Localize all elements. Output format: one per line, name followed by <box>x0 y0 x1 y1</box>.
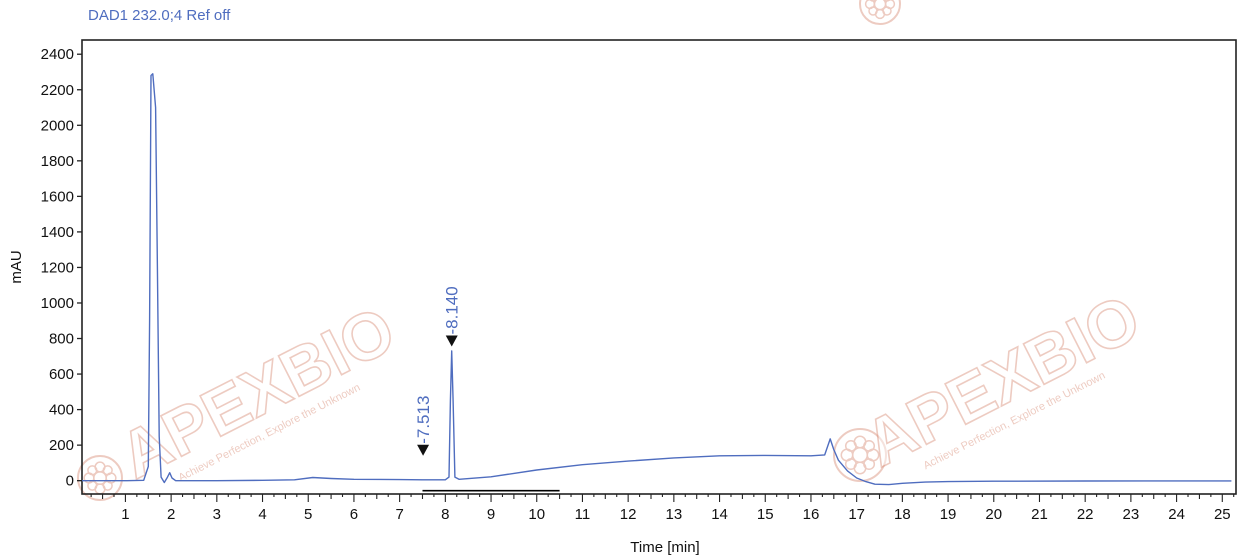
peak-label: -8.140 <box>443 286 462 334</box>
y-tick-label: 1800 <box>41 153 74 170</box>
x-tick-label: 5 <box>304 506 312 523</box>
watermark-seal-right <box>833 428 887 482</box>
watermark-seal-top <box>859 0 901 25</box>
peak-marker <box>445 335 458 347</box>
x-tick-label: 20 <box>985 506 1002 523</box>
x-tick-label: 16 <box>803 506 820 523</box>
y-tick-label: 600 <box>49 366 74 383</box>
peak-label: -7.513 <box>414 396 433 444</box>
y-tick-label: 1200 <box>41 259 74 276</box>
x-tick-label: 4 <box>258 506 266 523</box>
x-tick-label: 7 <box>395 506 403 523</box>
x-tick-label: 23 <box>1123 506 1140 523</box>
x-tick-label: 12 <box>620 506 637 523</box>
y-tick-label: 2400 <box>41 46 74 63</box>
y-tick-label: 2200 <box>41 82 74 99</box>
y-axis: 0 200 400 600 800 1000 1200 1400 1600 1800 2000 220… <box>41 46 82 490</box>
x-axis-title: Time [min] <box>630 539 699 556</box>
peak-marker <box>417 444 430 456</box>
y-tick-label: 1000 <box>41 295 74 312</box>
chart-title: DAD1 232.0;4 Ref off <box>88 7 231 24</box>
peak-annotations: -7.513 -8.140 <box>414 286 462 456</box>
y-tick-label: 200 <box>49 437 74 454</box>
y-tick-label: 1400 <box>41 224 74 241</box>
x-tick-label: 24 <box>1168 506 1185 523</box>
x-tick-label: 3 <box>213 506 221 523</box>
x-tick-label: 13 <box>666 506 683 523</box>
x-tick-label: 21 <box>1031 506 1048 523</box>
y-tick-label: 1600 <box>41 188 74 205</box>
x-tick-label: 6 <box>350 506 358 523</box>
x-tick-label: 19 <box>940 506 957 523</box>
x-tick-label: 17 <box>848 506 865 523</box>
x-tick-label: 18 <box>894 506 911 523</box>
x-tick-label: 8 <box>441 506 449 523</box>
x-tick-label: 1 <box>121 506 129 523</box>
y-axis-title: mAU <box>8 250 25 283</box>
y-tick-label: 800 <box>49 331 74 348</box>
x-tick-label: 15 <box>757 506 774 523</box>
x-tick-label: 9 <box>487 506 495 523</box>
x-tick-label: 10 <box>528 506 545 523</box>
x-tick-label: 22 <box>1077 506 1094 523</box>
x-tick-label: 11 <box>575 506 591 523</box>
trace-line-1 <box>82 73 1232 486</box>
trace-layer <box>82 73 1232 492</box>
x-tick-label: 2 <box>167 506 175 523</box>
y-tick-label: 0 <box>66 473 74 490</box>
x-axis: 1 2 3 4 5 6 7 8 9 10 11 12 13 14 15 16 17 18 19 20 21 22 23 24 2… <box>90 494 1235 523</box>
y-tick-label: 400 <box>49 402 74 419</box>
x-tick-label: 14 <box>711 506 728 523</box>
y-tick-label: 2000 <box>41 117 74 134</box>
x-tick-label: 25 <box>1214 506 1231 523</box>
